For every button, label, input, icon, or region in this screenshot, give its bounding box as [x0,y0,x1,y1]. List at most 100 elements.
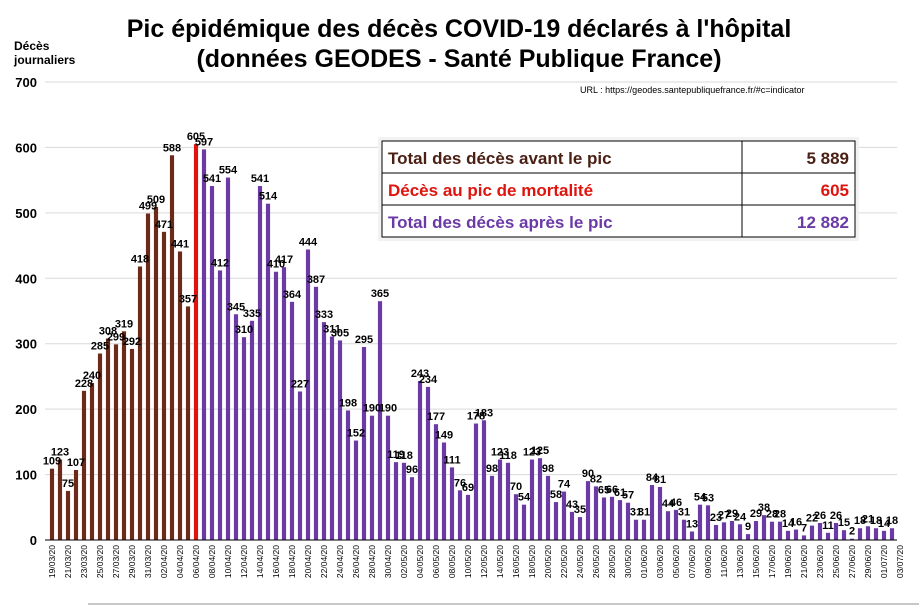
bar-value-label: 84 [646,472,659,484]
bar-value-label: 28 [766,509,778,521]
y-tick-label: 100 [15,468,37,483]
y-tick-label: 600 [15,140,37,155]
y-tick-label: 0 [30,533,37,548]
bar [649,485,655,540]
bar [617,500,623,540]
bar-value-label: 308 [99,325,117,337]
bar-value-label: 23 [710,512,722,524]
x-tick-label: 23/03/20 [79,545,89,578]
bar-value-label: 441 [171,238,189,250]
bar [353,440,359,540]
bar [633,519,639,540]
x-axis-ticks: 19/03/20 21/03/20 23/03/20 25/03/20 27/03/20… [47,545,905,578]
bar [225,177,231,541]
bar [785,530,791,540]
table-row-label: Décès au pic de mortalité [388,181,593,200]
bar [705,505,711,540]
x-tick-label: 12/04/20 [239,545,249,578]
y-axis-label-line-1: Décès [14,39,50,53]
bar [153,206,159,540]
x-tick-label: 20/04/20 [303,545,313,578]
bar [385,415,391,540]
bar-value-label: 190 [363,403,381,415]
x-tick-label: 30/05/20 [623,545,633,578]
x-tick-label: 22/05/20 [559,545,569,578]
bar-value-label: 26 [830,510,842,522]
bar [681,519,687,540]
bar [185,306,191,540]
bar-value-label: 514 [259,191,278,203]
bar [593,486,599,540]
bar [809,525,815,540]
bar [297,391,303,540]
bar-value-label: 22 [806,513,818,525]
bar-value-label: 554 [219,165,238,177]
bar [193,144,199,540]
bar-value-label: 13 [686,518,698,530]
x-tick-label: 21/06/20 [799,545,809,578]
bar-value-label: 198 [339,397,357,409]
bar-value-label: 29 [750,508,762,520]
bar [257,186,263,540]
x-tick-label: 01/07/20 [879,545,889,578]
bar-value-label: 58 [550,489,562,501]
x-tick-label: 29/03/20 [127,545,137,578]
bar [49,468,55,540]
bar-value-label: 24 [734,511,747,523]
x-tick-label: 01/06/20 [639,545,649,578]
bar [609,496,615,540]
bar [433,424,439,540]
bar [361,346,367,540]
bar [113,344,119,540]
bar-value-label: 70 [510,481,522,493]
bar-value-label: 588 [163,142,181,154]
bar [217,270,223,540]
bar [161,231,167,540]
bar [425,386,431,540]
bar-value-label: 123 [491,447,509,459]
bar [553,502,559,540]
bars [49,144,895,541]
bar-value-label: 310 [235,324,253,336]
bar-value-label: 21 [862,513,874,525]
bar [377,301,383,540]
x-tick-label: 26/04/20 [351,545,361,578]
summary-table: Total des décès avant le pic 5 889 Décès a… [378,137,859,241]
x-tick-label: 15/06/20 [751,545,761,578]
x-tick-label: 04/05/20 [415,545,425,578]
bar [489,475,495,540]
bar-value-label: 44 [662,498,675,510]
x-tick-label: 08/04/20 [207,545,217,578]
bar [345,410,351,540]
bar-value-label: 82 [590,473,602,485]
bar [281,267,287,540]
bar-value-label: 61 [614,487,626,499]
bar [89,382,95,540]
bar-value-label: 541 [251,173,269,185]
bar [289,301,295,540]
bar-value-label: 57 [622,490,634,502]
bar-value-label: 111 [443,454,460,466]
bar [201,149,207,541]
bar [409,477,415,540]
x-tick-label: 14/04/20 [255,545,265,578]
bar-value-label: 177 [427,411,445,423]
bar [697,504,703,540]
bar [721,522,727,540]
bar [849,538,855,540]
y-axis-ticks: 0 100 200 300 400 500 600 700 [15,75,37,548]
x-tick-label: 10/05/20 [463,545,473,578]
bar [665,511,671,540]
bar-value-label: 364 [283,289,302,301]
bar [817,522,823,540]
bar-value-label: 109 [43,456,61,468]
bar-value-label: 345 [227,301,245,313]
bar [769,521,775,540]
y-tick-label: 400 [15,271,37,286]
bar-value-label: 46 [670,497,682,509]
bar-value-label: 31 [638,507,650,519]
x-tick-label: 10/04/20 [223,545,233,578]
bar [305,249,311,541]
bar [561,491,567,540]
